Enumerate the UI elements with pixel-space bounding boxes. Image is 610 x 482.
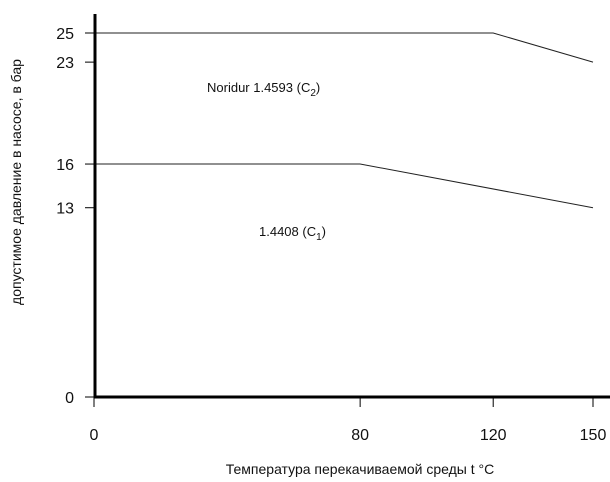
series-layer: [94, 32, 594, 209]
series-label-c1: 1.4408 (C1): [259, 224, 326, 243]
y-tick-label-13: 13: [56, 201, 74, 218]
series-label-c1-subscript: 1: [316, 232, 322, 243]
series-label-c2: Noridur 1.4593 (C2): [207, 80, 320, 99]
series-line-c1: [94, 163, 594, 209]
x-tick-label-80: 80: [351, 427, 369, 444]
x-tick-label-150: 150: [580, 427, 607, 444]
tick-layer: 0 13 16 23 25 0 80 120 150: [56, 26, 606, 444]
y-tick-label-0: 0: [65, 390, 74, 407]
series-line-c2: [94, 32, 594, 63]
x-tick-label-120: 120: [480, 427, 507, 444]
x-axis-label: Температура перекачиваемой среды t °C: [226, 461, 495, 477]
y-tick-label-25: 25: [56, 26, 74, 43]
y-tick-label-23: 23: [56, 55, 74, 72]
x-tick-label-0: 0: [90, 427, 99, 444]
y-axis-label: допустимое давление в насосе, в бар: [8, 59, 24, 305]
y-tick-label-16: 16: [56, 157, 74, 174]
series-label-c2-subscript: 2: [310, 88, 316, 99]
